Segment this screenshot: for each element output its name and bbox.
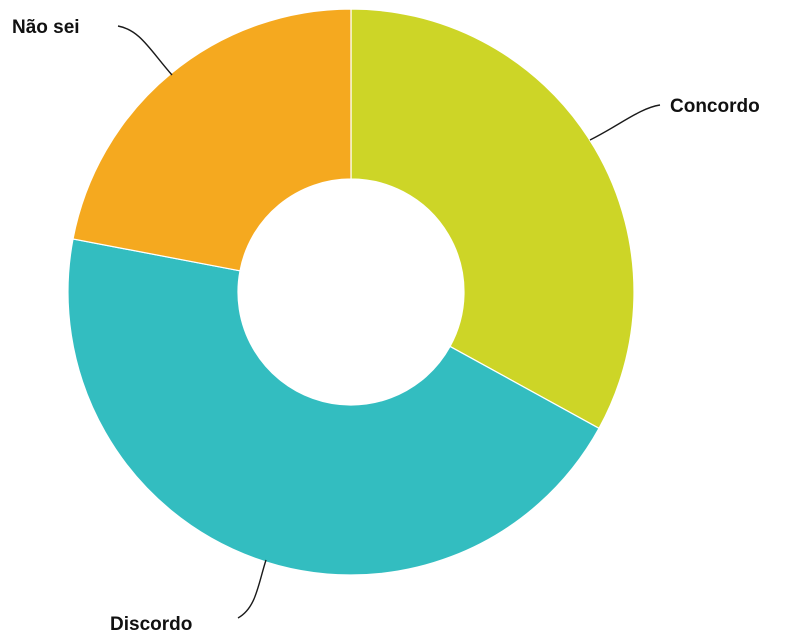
chart-leader-lines [117,25,661,619]
slice-concordo [350,8,635,430]
leader-line-concordo [589,104,661,141]
slice-label-concordo: Concordo [670,96,760,117]
leader-line-discordo [237,559,267,619]
chart-labels: Concordo Discordo Não sei [12,17,760,633]
slice-label-nao-sei: Não sei [12,17,80,38]
chart-slices [67,8,635,576]
leader-line-nao-sei [117,25,173,76]
slice-discordo [67,238,600,576]
slice-label-discordo: Discordo [110,614,192,633]
slice-nao-sei [72,8,352,272]
